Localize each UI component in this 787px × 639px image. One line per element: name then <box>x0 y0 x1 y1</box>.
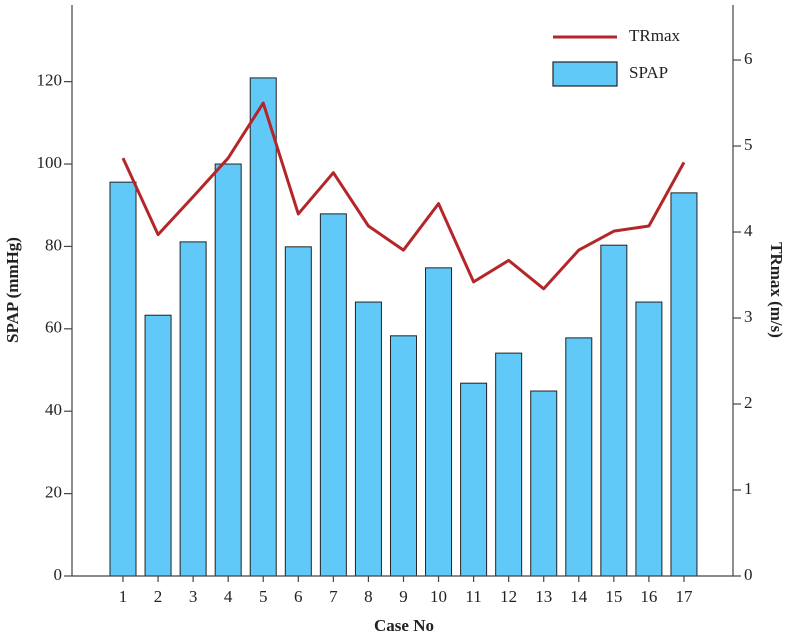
x-tick-label: 8 <box>364 587 373 606</box>
x-tick-label: 7 <box>329 587 338 606</box>
y-tick-label: 100 <box>37 153 63 172</box>
x-tick-label: 1 <box>119 587 128 606</box>
bar <box>460 382 488 577</box>
bar <box>495 352 523 577</box>
bar <box>670 192 698 577</box>
y2-tick-label: 6 <box>744 49 753 68</box>
x-tick-label: 11 <box>465 587 481 606</box>
bar <box>354 301 382 577</box>
y2-tick-label: 3 <box>744 307 753 326</box>
x-tick-label: 2 <box>154 587 163 606</box>
bar <box>249 77 277 577</box>
x-tick-label: 3 <box>189 587 198 606</box>
x-tick-label: 14 <box>570 587 588 606</box>
bar <box>214 163 242 577</box>
x-tick-label: 10 <box>430 587 447 606</box>
line <box>121 101 686 291</box>
y2-tick-label: 1 <box>744 479 753 498</box>
bar <box>319 213 347 577</box>
x-tick-label: 16 <box>640 587 657 606</box>
x-tick-label: 9 <box>399 587 408 606</box>
bar <box>425 267 453 577</box>
bar <box>530 390 558 577</box>
bar <box>109 181 137 577</box>
x-tick-label: 12 <box>500 587 517 606</box>
bar <box>179 241 207 577</box>
y-tick-label: 40 <box>45 400 62 419</box>
x-tick-label: 5 <box>259 587 268 606</box>
bar <box>600 244 628 577</box>
y2-axis-label: TRmax (m/s) <box>767 242 786 338</box>
x-tick-label: 15 <box>605 587 622 606</box>
bar <box>284 246 312 577</box>
x-tick-label: 6 <box>294 587 303 606</box>
bar <box>565 337 593 577</box>
y2-tick-label: 0 <box>744 565 753 584</box>
legend-label: SPAP <box>629 63 668 82</box>
y-tick-label: 60 <box>45 318 62 337</box>
y2-tick-label: 4 <box>744 221 753 240</box>
y-tick-label: 0 <box>54 565 63 584</box>
y2-tick-label: 5 <box>744 135 753 154</box>
x-tick-label: 17 <box>675 587 693 606</box>
y-tick-label: 120 <box>37 71 63 90</box>
y2-tick-label: 2 <box>744 393 753 412</box>
x-axis-label: Case No <box>374 616 434 635</box>
x-tick-label: 13 <box>535 587 552 606</box>
legend-swatch <box>552 61 618 87</box>
y-tick-label: 20 <box>45 483 62 502</box>
x-tick-label: 4 <box>224 587 233 606</box>
legend-label: TRmax <box>629 26 680 45</box>
bar <box>144 314 172 577</box>
bar <box>389 335 417 577</box>
y-axis-label: SPAP (mmHg) <box>3 237 22 343</box>
y-tick-label: 80 <box>45 235 62 254</box>
bar <box>635 301 663 577</box>
